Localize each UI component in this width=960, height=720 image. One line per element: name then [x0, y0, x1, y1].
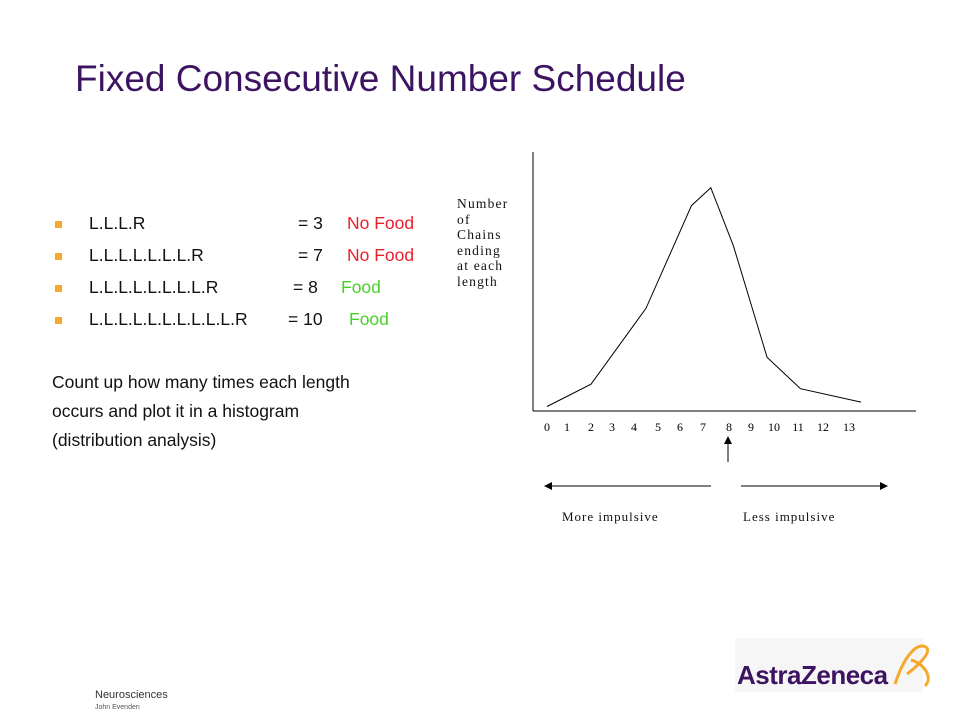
distribution-curve — [546, 186, 862, 407]
x-tick-label: 4 — [631, 420, 637, 434]
x-tick-label: 1 — [564, 420, 570, 434]
y-axis-label-line: at each — [457, 258, 504, 273]
y-axis-label-line: of — [457, 211, 471, 227]
left-arrow-label: More impulsive — [562, 509, 659, 524]
x-tick-label: 2 — [588, 420, 594, 434]
chain-length: = 8 — [293, 277, 318, 297]
y-axis-label-line: length — [457, 273, 498, 289]
x-tick-label: 10 — [768, 420, 780, 434]
right-arrow-head — [880, 482, 888, 490]
x-tick-label: 5 — [655, 420, 661, 434]
bullet-marker — [55, 317, 62, 324]
x-tick-label: 6 — [677, 420, 683, 434]
chain-result: No Food — [347, 245, 415, 265]
y-axis-label-line: Chains — [457, 227, 502, 242]
chain-text: L.L.L.L.L.L.L.L.L.L.R — [89, 309, 248, 329]
right-arrow-label: Less impulsive — [743, 509, 836, 524]
x-tick-label: 12 — [817, 420, 829, 434]
bullet-marker — [55, 253, 62, 260]
instruction-text: Count up how many times each length occu… — [52, 372, 350, 450]
company-logo — [735, 638, 930, 692]
logo-symbol-icon — [893, 644, 930, 688]
x-tick-label: 11 — [792, 420, 804, 434]
left-arrow-head — [544, 482, 552, 490]
chain-length: = 10 — [288, 309, 323, 329]
y-axis-label-line: Number — [457, 196, 509, 211]
chain-result: Food — [349, 309, 389, 329]
chain-length: = 7 — [298, 245, 323, 265]
marker-arrow-head — [724, 436, 732, 444]
chain-length: = 3 — [298, 213, 323, 233]
footer-author: John Evenden — [95, 704, 140, 711]
x-tick-label: 9 — [748, 420, 754, 434]
chain-text: L.L.L.L.L.L.L.L.R — [89, 277, 219, 297]
logo-text: AstraZeneca — [737, 660, 888, 690]
y-axis-label-line: ending — [457, 242, 501, 258]
x-tick-label: 13 — [843, 420, 855, 434]
x-tick-label: 7 — [700, 420, 706, 434]
x-tick-label: 8 — [726, 420, 732, 434]
chain-text: L.L.L.L.L.L.L.R — [89, 245, 204, 265]
x-tick-label: 3 — [609, 420, 615, 434]
page-title: Fixed Consecutive Number Schedule — [75, 58, 686, 99]
footer-department: Neurosciences — [95, 689, 168, 701]
chain-text: L.L.L.R — [89, 213, 146, 233]
x-tick-label: 0 — [544, 420, 550, 434]
chain-result: Food — [341, 277, 381, 297]
bullet-marker — [55, 221, 62, 228]
bullet-marker — [55, 285, 62, 292]
chain-result: No Food — [347, 213, 415, 233]
y-axis-label: Number of Chains ending at each length — [457, 196, 508, 289]
